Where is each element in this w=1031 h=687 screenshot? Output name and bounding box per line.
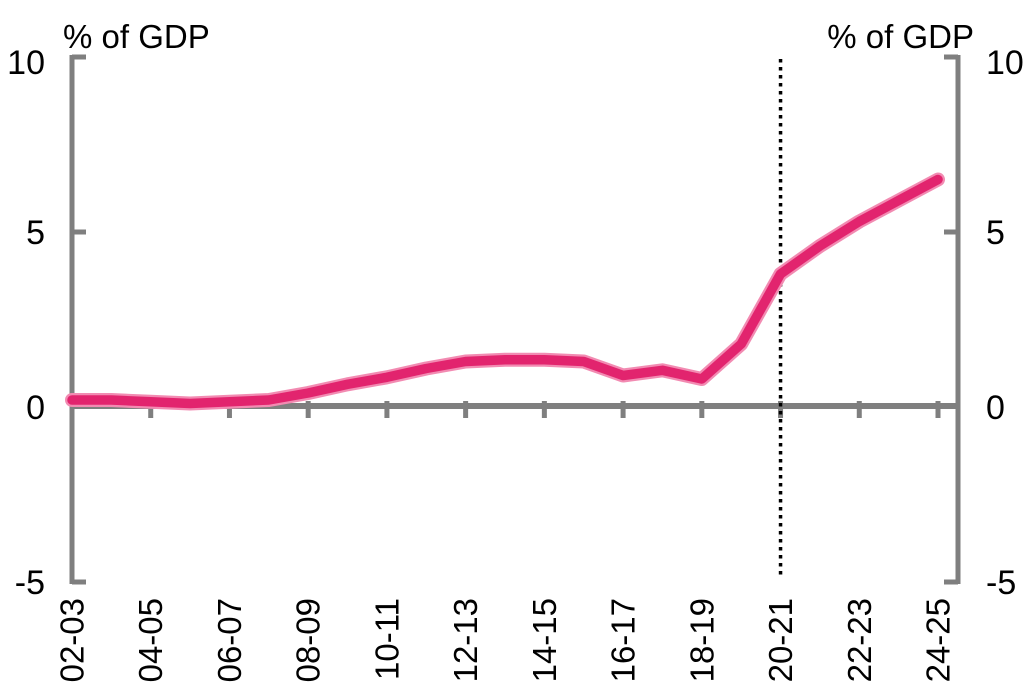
- y-tick-label-left: -5: [15, 564, 45, 602]
- x-tick-label: 22-23: [841, 598, 878, 682]
- data-series-layer: [65, 172, 945, 411]
- series-line-halo: [65, 172, 945, 411]
- y-tick-label-right: -5: [986, 564, 1016, 602]
- x-tick-label: 12-13: [447, 598, 484, 682]
- x-tick-label: 04-05: [132, 598, 169, 682]
- y-tick-label-right: 0: [986, 389, 1005, 427]
- x-tick-label: 06-07: [211, 598, 248, 682]
- y-tick-label-left: 0: [26, 389, 45, 427]
- y-tick-label-right: 10: [986, 44, 1024, 82]
- x-tick-label: 02-03: [54, 598, 91, 682]
- tick-label-layer: -5 -5 0 0 5 5 10 10 02-03 04-05 06-07 08-09 10-11 12-…: [7, 44, 1024, 682]
- x-tick-label: 10-11: [368, 598, 405, 680]
- x-tick-label: 08-09: [290, 598, 327, 682]
- x-tick-label: 20-21: [762, 598, 799, 682]
- right-axis-title: % of GDP: [827, 18, 974, 55]
- y-tick-label-left: 5: [26, 214, 45, 252]
- x-tick-label: 18-19: [683, 598, 720, 682]
- axes-layer: [69, 54, 961, 585]
- left-axis-title: % of GDP: [63, 18, 210, 55]
- y-tick-label-right: 5: [986, 214, 1005, 252]
- series-line: [67, 174, 943, 409]
- x-tick-label: 16-17: [605, 598, 642, 682]
- x-tick-label: 14-15: [526, 598, 563, 682]
- x-tick-label: 24-25: [920, 598, 957, 682]
- y-tick-label-left: 10: [7, 44, 45, 82]
